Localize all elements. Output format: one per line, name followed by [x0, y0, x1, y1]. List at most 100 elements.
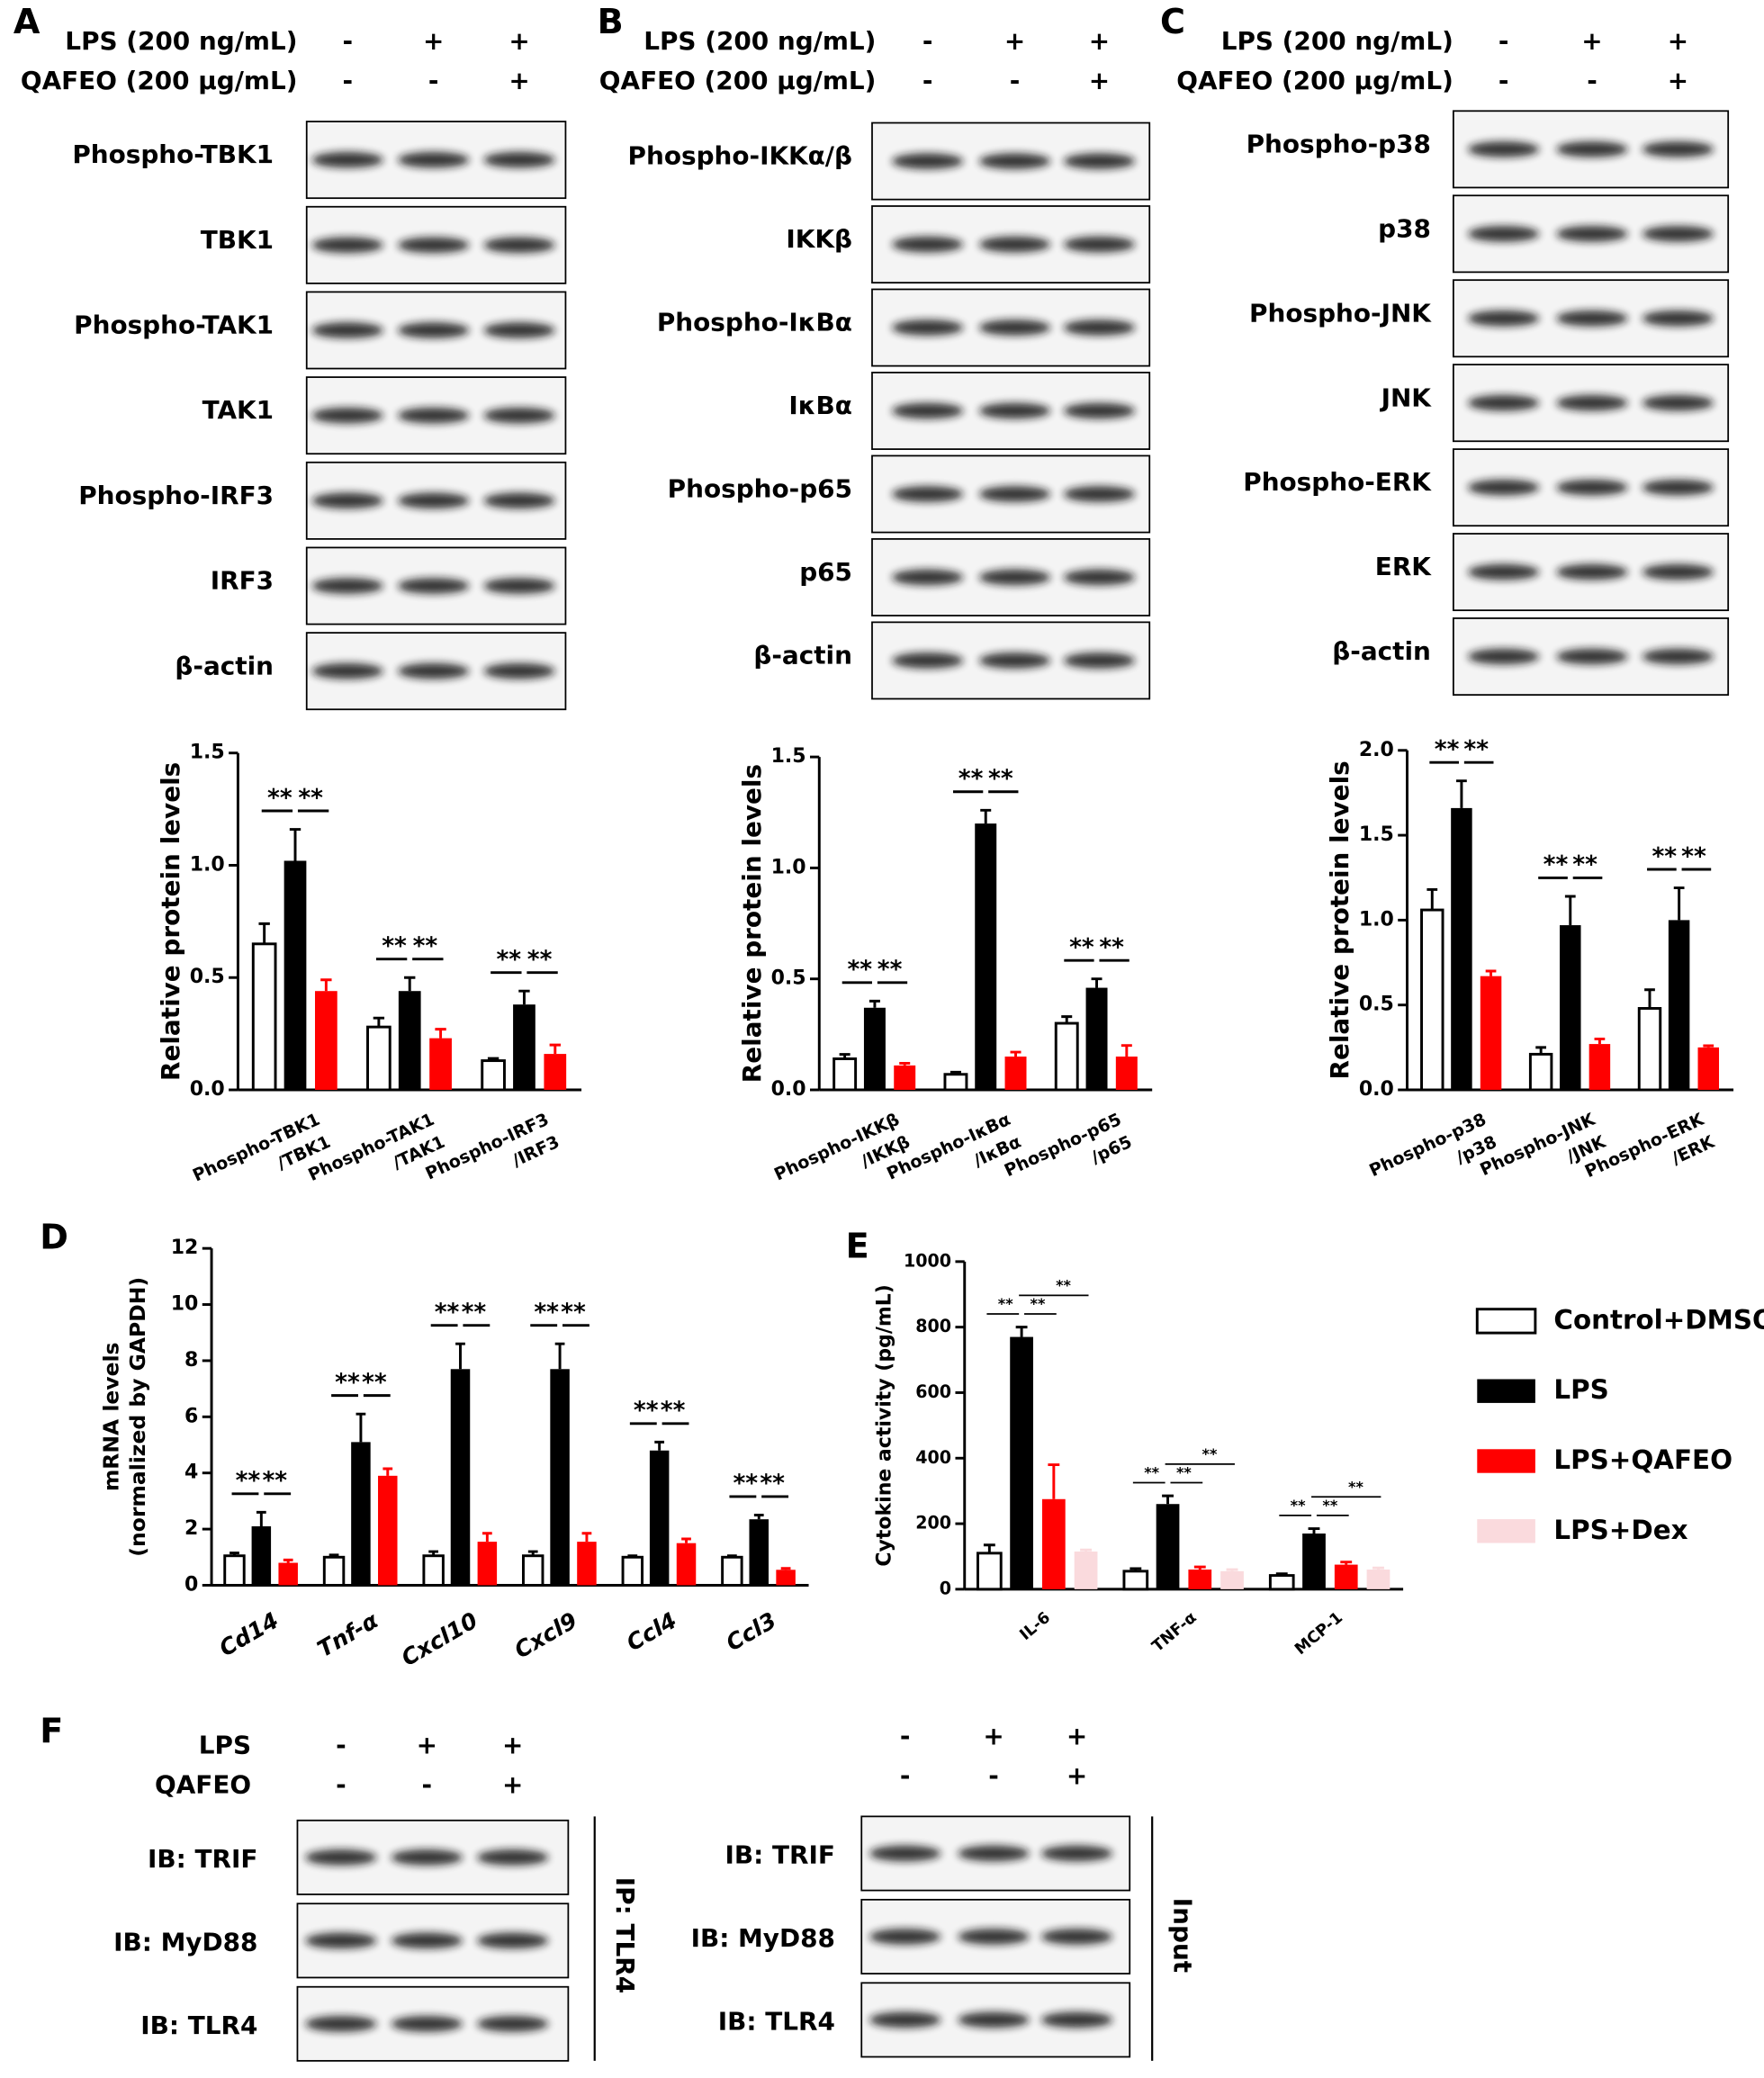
blot-label: IκBα: [788, 391, 852, 420]
blot-band: [978, 236, 1051, 253]
bar: [1122, 1570, 1149, 1591]
bar: [378, 1475, 398, 1586]
significance-label: **: [462, 1299, 487, 1327]
significance-label: **: [661, 1397, 686, 1425]
x-tick-label: Ccl4: [622, 1607, 681, 1657]
bar: [477, 1542, 498, 1586]
panel-letter: F: [40, 1711, 63, 1750]
error-bar: [289, 828, 302, 861]
blot-band: [391, 2016, 463, 2032]
x-tick-label: Tnf-α: [313, 1606, 383, 1662]
condition-sign: +: [983, 1721, 1004, 1750]
error-bar: [1485, 969, 1497, 976]
bar: [1420, 908, 1444, 1092]
error-bar: [482, 1532, 492, 1543]
bar: [1041, 1498, 1066, 1589]
error-bar: [1015, 1326, 1028, 1337]
bar: [1010, 1336, 1033, 1589]
y-tick-label: 0.0: [771, 1078, 806, 1101]
error-bar: [373, 1016, 385, 1028]
x-tick-label: MCP-1: [1292, 1609, 1346, 1660]
blot-label: Phospho-p38: [1246, 129, 1431, 158]
blot-band: [1556, 563, 1628, 580]
panel-letter: B: [598, 2, 624, 41]
error-bar: [1644, 988, 1655, 1009]
significance-label: **: [988, 765, 1013, 793]
error-bar: [1703, 1044, 1714, 1048]
error-bar: [404, 976, 416, 992]
blot-label: Phospho-ERK: [1243, 467, 1432, 497]
error-bar: [554, 1342, 565, 1370]
blot-label: Phospho-IκBα: [657, 308, 852, 337]
blot-band: [1063, 652, 1136, 669]
significance-label: **: [1030, 1295, 1046, 1312]
bar: [366, 1025, 392, 1092]
condition-sign: -: [900, 1760, 911, 1790]
condition-label: LPS (200 ng/mL): [65, 26, 297, 56]
condition-sign: -: [422, 1770, 433, 1800]
error-bar: [1061, 1015, 1073, 1024]
bar: [322, 1555, 346, 1587]
blot-band: [1468, 563, 1540, 580]
bar: [314, 991, 338, 1091]
significance-label: **: [1322, 1497, 1337, 1514]
bar: [251, 1525, 272, 1586]
y-axis-title: Relative protein levels: [737, 764, 767, 1083]
blot-band: [978, 319, 1051, 336]
condition-label: LPS (200 ng/mL): [644, 26, 876, 56]
x-tick-label: TNF-α: [1149, 1609, 1201, 1656]
blot-band: [477, 2016, 549, 2032]
blot-band: [305, 2016, 377, 2032]
significance-label: **: [262, 1467, 287, 1495]
condition-sign: +: [1668, 66, 1688, 95]
significance-label: **: [878, 956, 903, 984]
blot-label: Phospho-TBK1: [72, 139, 274, 169]
y-tick-label: 600: [915, 1382, 951, 1402]
legend-swatch: [1477, 1519, 1535, 1543]
bar: [863, 1007, 886, 1091]
error-bar: [356, 1412, 366, 1443]
blot-band: [1556, 394, 1628, 411]
y-tick-label: 2: [184, 1517, 198, 1540]
blot-band: [892, 569, 964, 586]
x-tick-label: Cd14: [215, 1607, 284, 1662]
blot-band: [1556, 141, 1628, 157]
condition-sign: -: [428, 66, 439, 95]
condition-sign: -: [1010, 66, 1021, 95]
error-bar: [1564, 895, 1576, 926]
blot-band: [1040, 1929, 1113, 1945]
bar: [429, 1038, 452, 1091]
significance-label: **: [1202, 1445, 1218, 1462]
y-tick-label: 200: [915, 1514, 951, 1534]
blot-band: [1556, 648, 1628, 665]
error-bar: [1048, 1463, 1060, 1499]
blot-band: [1642, 226, 1714, 242]
blot-band: [892, 236, 964, 253]
blot-band: [978, 402, 1051, 419]
error-bar: [839, 1053, 850, 1059]
significance-label: **: [1544, 851, 1569, 879]
blot-band: [869, 1929, 941, 1945]
y-tick-label: 10: [171, 1293, 199, 1316]
error-bar: [487, 1057, 500, 1061]
significance-label: **: [998, 1295, 1013, 1312]
significance-label: **: [1099, 933, 1124, 961]
bar: [1302, 1533, 1326, 1589]
condition-sign: +: [1668, 26, 1688, 56]
blot-band: [958, 1929, 1030, 1945]
significance-label: **: [1348, 1479, 1364, 1496]
condition-sign: -: [1498, 66, 1509, 95]
blot-band: [1556, 226, 1628, 242]
y-axis-title: mRNA levels: [98, 1342, 123, 1491]
error-bar: [1080, 1548, 1093, 1552]
y-tick-label: 1.0: [771, 856, 806, 878]
blot-band: [311, 407, 383, 424]
y-axis-title: Relative protein levels: [1325, 760, 1354, 1079]
blot-band: [391, 1849, 463, 1866]
bar: [721, 1555, 743, 1587]
bar: [1220, 1570, 1244, 1589]
blot-band: [398, 578, 470, 594]
condition-sign: -: [922, 26, 933, 56]
significance-label: **: [1291, 1497, 1306, 1514]
